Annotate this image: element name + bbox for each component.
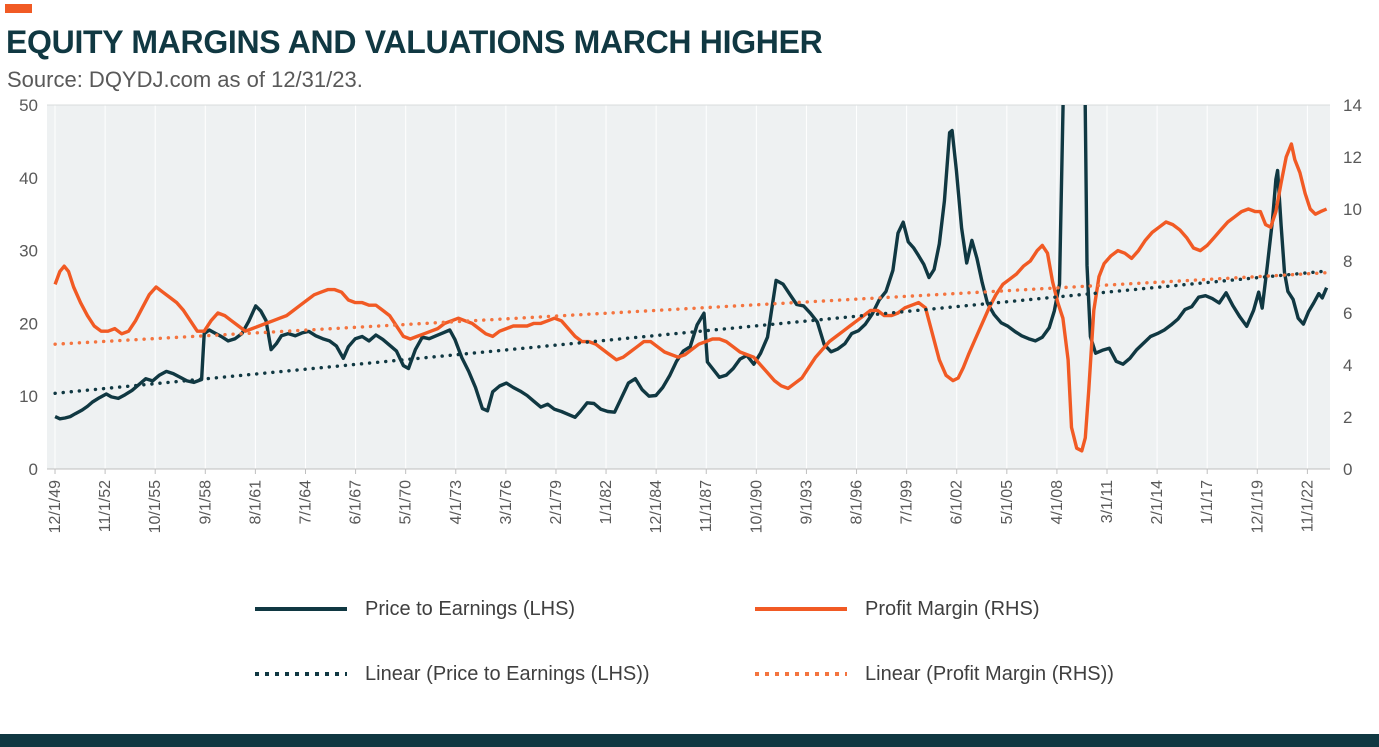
x-axis-label: 12/1/19 [1249, 480, 1266, 533]
x-axis-label: 9/1/93 [798, 479, 815, 524]
x-axis-label: 5/1/70 [398, 479, 415, 524]
linear-pe-swatch [255, 672, 347, 677]
left-axis-label: 0 [29, 460, 38, 479]
x-axis-label: 11/1/22 [1299, 480, 1316, 532]
right-axis-label: 14 [1343, 99, 1362, 115]
right-axis-label: 4 [1343, 356, 1352, 375]
footer-bar [0, 734, 1379, 747]
chart: 12/1/49 11/1/52 10/1/55 9/1/58 8/1/61 7/1/64 6… [0, 96, 1379, 572]
x-axis-label: 3/1/11 [1099, 479, 1116, 522]
header: EQUITY MARGINS AND VALUATIONS MARCH HIGH… [0, 0, 1379, 93]
x-axis-label: 6/1/02 [949, 479, 966, 524]
x-axis-label: 1/1/82 [598, 479, 615, 524]
left-axis-label: 20 [19, 314, 38, 333]
x-axis-label: 3/1/76 [498, 479, 515, 524]
chart-svg: 12/1/49 11/1/52 10/1/55 9/1/58 8/1/61 7/1/64 6… [19, 96, 1362, 533]
right-axis-label: 10 [1343, 200, 1362, 219]
legend: Price to Earnings (LHS) Profit Margin (R… [255, 598, 1379, 686]
pe-line-swatch [255, 607, 347, 612]
plot-area [47, 104, 1330, 469]
pe-line-label: Price to Earnings (LHS) [365, 597, 576, 620]
x-axis-label: 5/1/05 [999, 479, 1016, 524]
source-note: Source: DQYDJ.com as of 12/31/23. [7, 66, 363, 92]
right-axis-label: 8 [1343, 252, 1352, 271]
x-axis-label: 4/1/73 [448, 479, 465, 524]
right-axis-label: 6 [1343, 304, 1352, 323]
x-axis-label: 8/1/96 [849, 479, 866, 524]
left-axis-label: 10 [19, 387, 38, 406]
x-axis-label: 12/1/49 [47, 480, 64, 533]
profit-margin-trendline [53, 270, 1329, 346]
profit-margin-line-label: Profit Margin (RHS) [865, 597, 1040, 620]
x-axis-label: 8/1/61 [247, 479, 264, 524]
x-axis-label: 9/1/58 [197, 479, 214, 524]
left-axis-label: 40 [19, 168, 38, 187]
x-axis-label: 11/1/52 [97, 480, 114, 532]
x-axis-label: 2/1/79 [548, 479, 565, 524]
linear-profit-margin-swatch [755, 672, 847, 677]
profit-margin-line [53, 141, 1328, 453]
legend-item-pe: Price to Earnings (LHS) [255, 598, 755, 621]
page-title: EQUITY MARGINS AND VALUATIONS MARCH HIGH… [6, 24, 823, 60]
left-axis-label: 50 [19, 99, 38, 115]
x-axis-label: 4/1/08 [1049, 479, 1066, 524]
profit-margin-line-swatch [755, 607, 847, 612]
pe-trendline [53, 268, 1329, 395]
x-axis-label: 2/1/14 [1149, 479, 1166, 524]
x-axis-label: 7/1/64 [297, 479, 314, 524]
x-axis-label: 11/1/87 [698, 480, 715, 532]
x-axis-label: 7/1/99 [899, 479, 916, 524]
x-axis-label: 6/1/67 [348, 479, 365, 524]
linear-pe-label: Linear (Price to Earnings (LHS)) [365, 662, 650, 685]
brand-mark [5, 4, 32, 13]
linear-profit-margin-label: Linear (Profit Margin (RHS)) [865, 662, 1114, 685]
x-axis-label: 10/1/55 [147, 480, 164, 533]
right-axis-label: 2 [1343, 408, 1352, 427]
right-axis-label: 12 [1343, 148, 1362, 167]
left-axis-label: 30 [19, 241, 38, 260]
pe-line [54, 104, 1329, 421]
x-axis-label: 10/1/90 [748, 480, 765, 533]
x-axis-label: 12/1/84 [648, 480, 665, 533]
legend-item-linear-pe: Linear (Price to Earnings (LHS)) [255, 663, 755, 686]
legend-item-linear-profit-margin: Linear (Profit Margin (RHS)) [755, 663, 1255, 686]
right-axis-label: 0 [1343, 460, 1352, 479]
x-axis-label: 1/1/17 [1199, 479, 1216, 524]
legend-item-profit-margin: Profit Margin (RHS) [755, 598, 1255, 621]
